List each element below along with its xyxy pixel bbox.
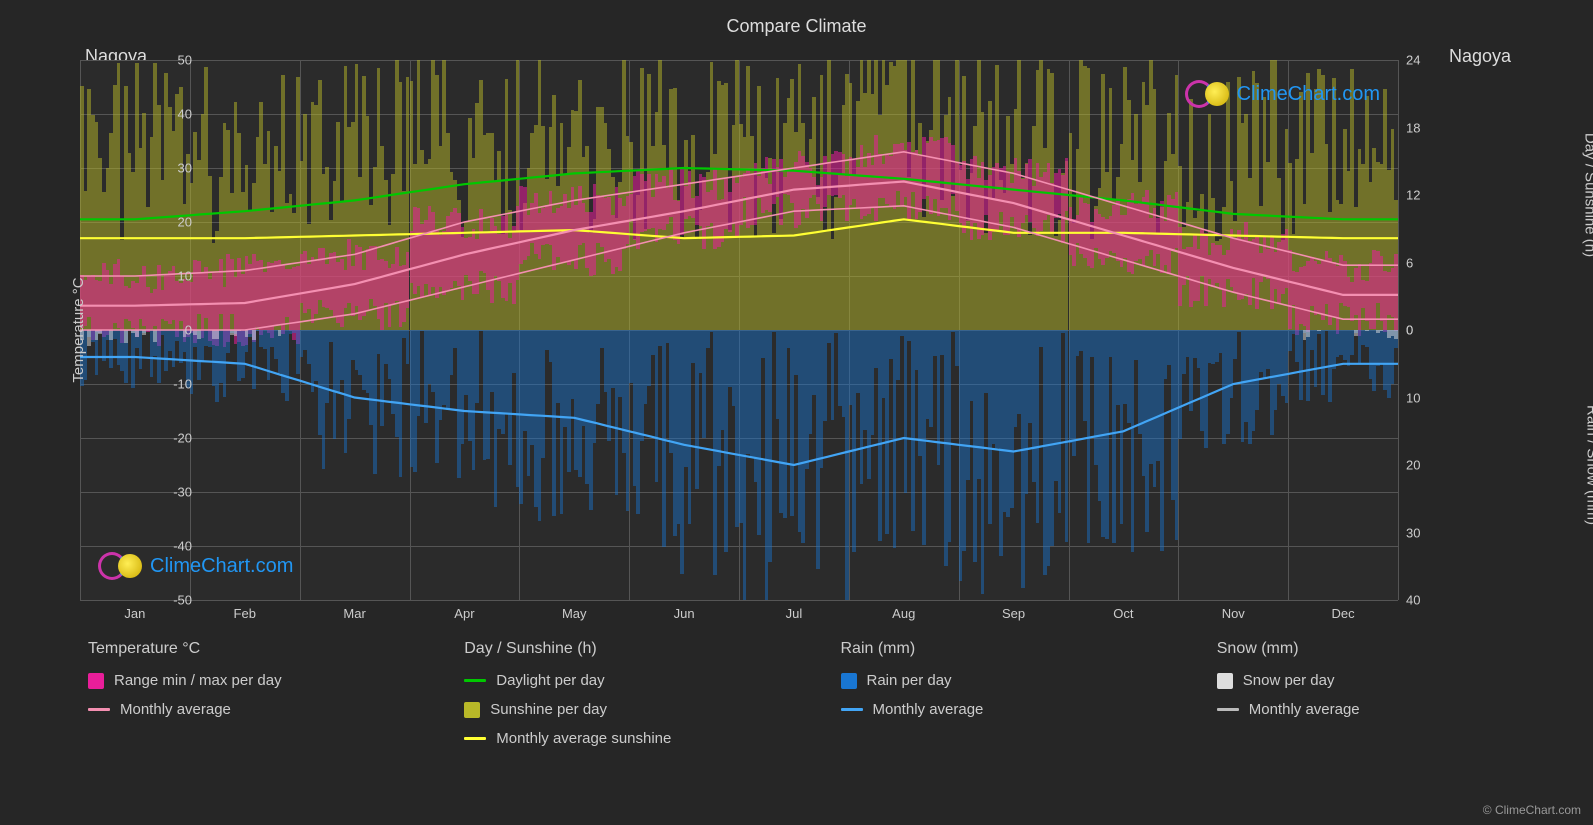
gridline-v bbox=[1398, 60, 1399, 600]
plot-region: ClimeChart.com ClimeChart.com bbox=[80, 60, 1398, 600]
legend-heading: Temperature °C bbox=[88, 640, 424, 658]
watermark-text: ClimeChart.com bbox=[150, 555, 293, 578]
legend-item: Range min / max per day bbox=[88, 672, 424, 689]
legend-column: Day / Sunshine (h) Daylight per day Sunshi… bbox=[464, 640, 800, 747]
legend-heading: Day / Sunshine (h) bbox=[464, 640, 800, 658]
tick-x: May bbox=[562, 606, 587, 621]
tick-left: -50 bbox=[173, 593, 192, 608]
tick-right: 24 bbox=[1406, 53, 1420, 68]
legend-column: Temperature °C Range min / max per day Mon… bbox=[88, 640, 424, 747]
tick-left: 40 bbox=[178, 107, 192, 122]
tick-left: -20 bbox=[173, 431, 192, 446]
tick-x: Jan bbox=[124, 606, 145, 621]
legend-item: Monthly average bbox=[841, 701, 1177, 718]
legend-column: Snow (mm) Snow per day Monthly average bbox=[1217, 640, 1553, 747]
legend-line-icon bbox=[1217, 708, 1239, 711]
legend-swatch-icon bbox=[1217, 673, 1233, 689]
tick-right: 6 bbox=[1406, 255, 1413, 270]
legend-swatch-icon bbox=[88, 673, 104, 689]
tick-x: Nov bbox=[1222, 606, 1245, 621]
legend-swatch-icon bbox=[464, 702, 480, 718]
tick-left: 10 bbox=[178, 269, 192, 284]
legend: Temperature °C Range min / max per day Mon… bbox=[88, 640, 1553, 747]
city-label-right: Nagoya bbox=[1449, 46, 1511, 67]
tick-right: 40 bbox=[1406, 593, 1420, 608]
legend-line-icon bbox=[464, 737, 486, 740]
tick-right: 10 bbox=[1406, 390, 1420, 405]
y-axis-right-top-label: Day / Sunshine (h) bbox=[1581, 133, 1593, 257]
logo-sun-icon bbox=[118, 554, 142, 578]
tick-right: 18 bbox=[1406, 120, 1420, 135]
legend-label: Monthly average sunshine bbox=[496, 730, 671, 747]
legend-line-icon bbox=[841, 708, 863, 711]
tick-left: -40 bbox=[173, 539, 192, 554]
tick-left: -30 bbox=[173, 485, 192, 500]
tick-right: 30 bbox=[1406, 525, 1420, 540]
legend-label: Range min / max per day bbox=[114, 672, 282, 689]
legend-label: Rain per day bbox=[867, 672, 952, 689]
tick-x: Sep bbox=[1002, 606, 1025, 621]
tick-x: Mar bbox=[343, 606, 365, 621]
tick-x: Dec bbox=[1332, 606, 1355, 621]
legend-item: Monthly average bbox=[1217, 701, 1553, 718]
temp-min-line bbox=[80, 206, 1398, 330]
y-axis-left-label: Temperature °C bbox=[70, 277, 87, 382]
legend-label: Monthly average bbox=[873, 701, 984, 718]
tick-right: 12 bbox=[1406, 188, 1420, 203]
chart-area: Nagoya Nagoya ClimeChart.com ClimeChart.… bbox=[80, 60, 1516, 600]
tick-right: 20 bbox=[1406, 458, 1420, 473]
legend-label: Monthly average bbox=[120, 701, 231, 718]
tick-left: -10 bbox=[173, 377, 192, 392]
lines-layer bbox=[80, 60, 1398, 600]
tick-left: 0 bbox=[185, 323, 192, 338]
watermark-bottom: ClimeChart.com bbox=[98, 552, 293, 580]
tick-left: 50 bbox=[178, 53, 192, 68]
tick-x: Jul bbox=[786, 606, 803, 621]
rain-avg-line bbox=[80, 357, 1398, 465]
tick-left: 20 bbox=[178, 215, 192, 230]
legend-item: Monthly average bbox=[88, 701, 424, 718]
gridline-h bbox=[80, 600, 1398, 601]
legend-line-icon bbox=[464, 679, 486, 682]
tick-left: 30 bbox=[178, 161, 192, 176]
legend-item: Rain per day bbox=[841, 672, 1177, 689]
tick-x: Oct bbox=[1113, 606, 1133, 621]
tick-right: 0 bbox=[1406, 323, 1413, 338]
legend-item: Sunshine per day bbox=[464, 701, 800, 718]
legend-label: Sunshine per day bbox=[490, 701, 607, 718]
tick-x: Aug bbox=[892, 606, 915, 621]
watermark-top: ClimeChart.com bbox=[1185, 80, 1380, 108]
logo-sun-icon bbox=[1205, 82, 1229, 106]
legend-heading: Rain (mm) bbox=[841, 640, 1177, 658]
legend-label: Monthly average bbox=[1249, 701, 1360, 718]
tick-x: Apr bbox=[454, 606, 474, 621]
legend-column: Rain (mm) Rain per day Monthly average bbox=[841, 640, 1177, 747]
legend-line-icon bbox=[88, 708, 110, 711]
temp-avg-line bbox=[80, 182, 1398, 306]
tick-x: Jun bbox=[674, 606, 695, 621]
legend-item: Snow per day bbox=[1217, 672, 1553, 689]
legend-label: Daylight per day bbox=[496, 672, 604, 689]
legend-item: Monthly average sunshine bbox=[464, 730, 800, 747]
legend-item: Daylight per day bbox=[464, 672, 800, 689]
tick-x: Feb bbox=[234, 606, 256, 621]
watermark-text: ClimeChart.com bbox=[1237, 83, 1380, 106]
legend-label: Snow per day bbox=[1243, 672, 1335, 689]
y-axis-right-bottom-label: Rain / Snow (mm) bbox=[1583, 405, 1593, 525]
chart-title: Compare Climate bbox=[0, 0, 1593, 37]
legend-swatch-icon bbox=[841, 673, 857, 689]
legend-heading: Snow (mm) bbox=[1217, 640, 1553, 658]
copyright-text: © ClimeChart.com bbox=[1483, 803, 1581, 817]
